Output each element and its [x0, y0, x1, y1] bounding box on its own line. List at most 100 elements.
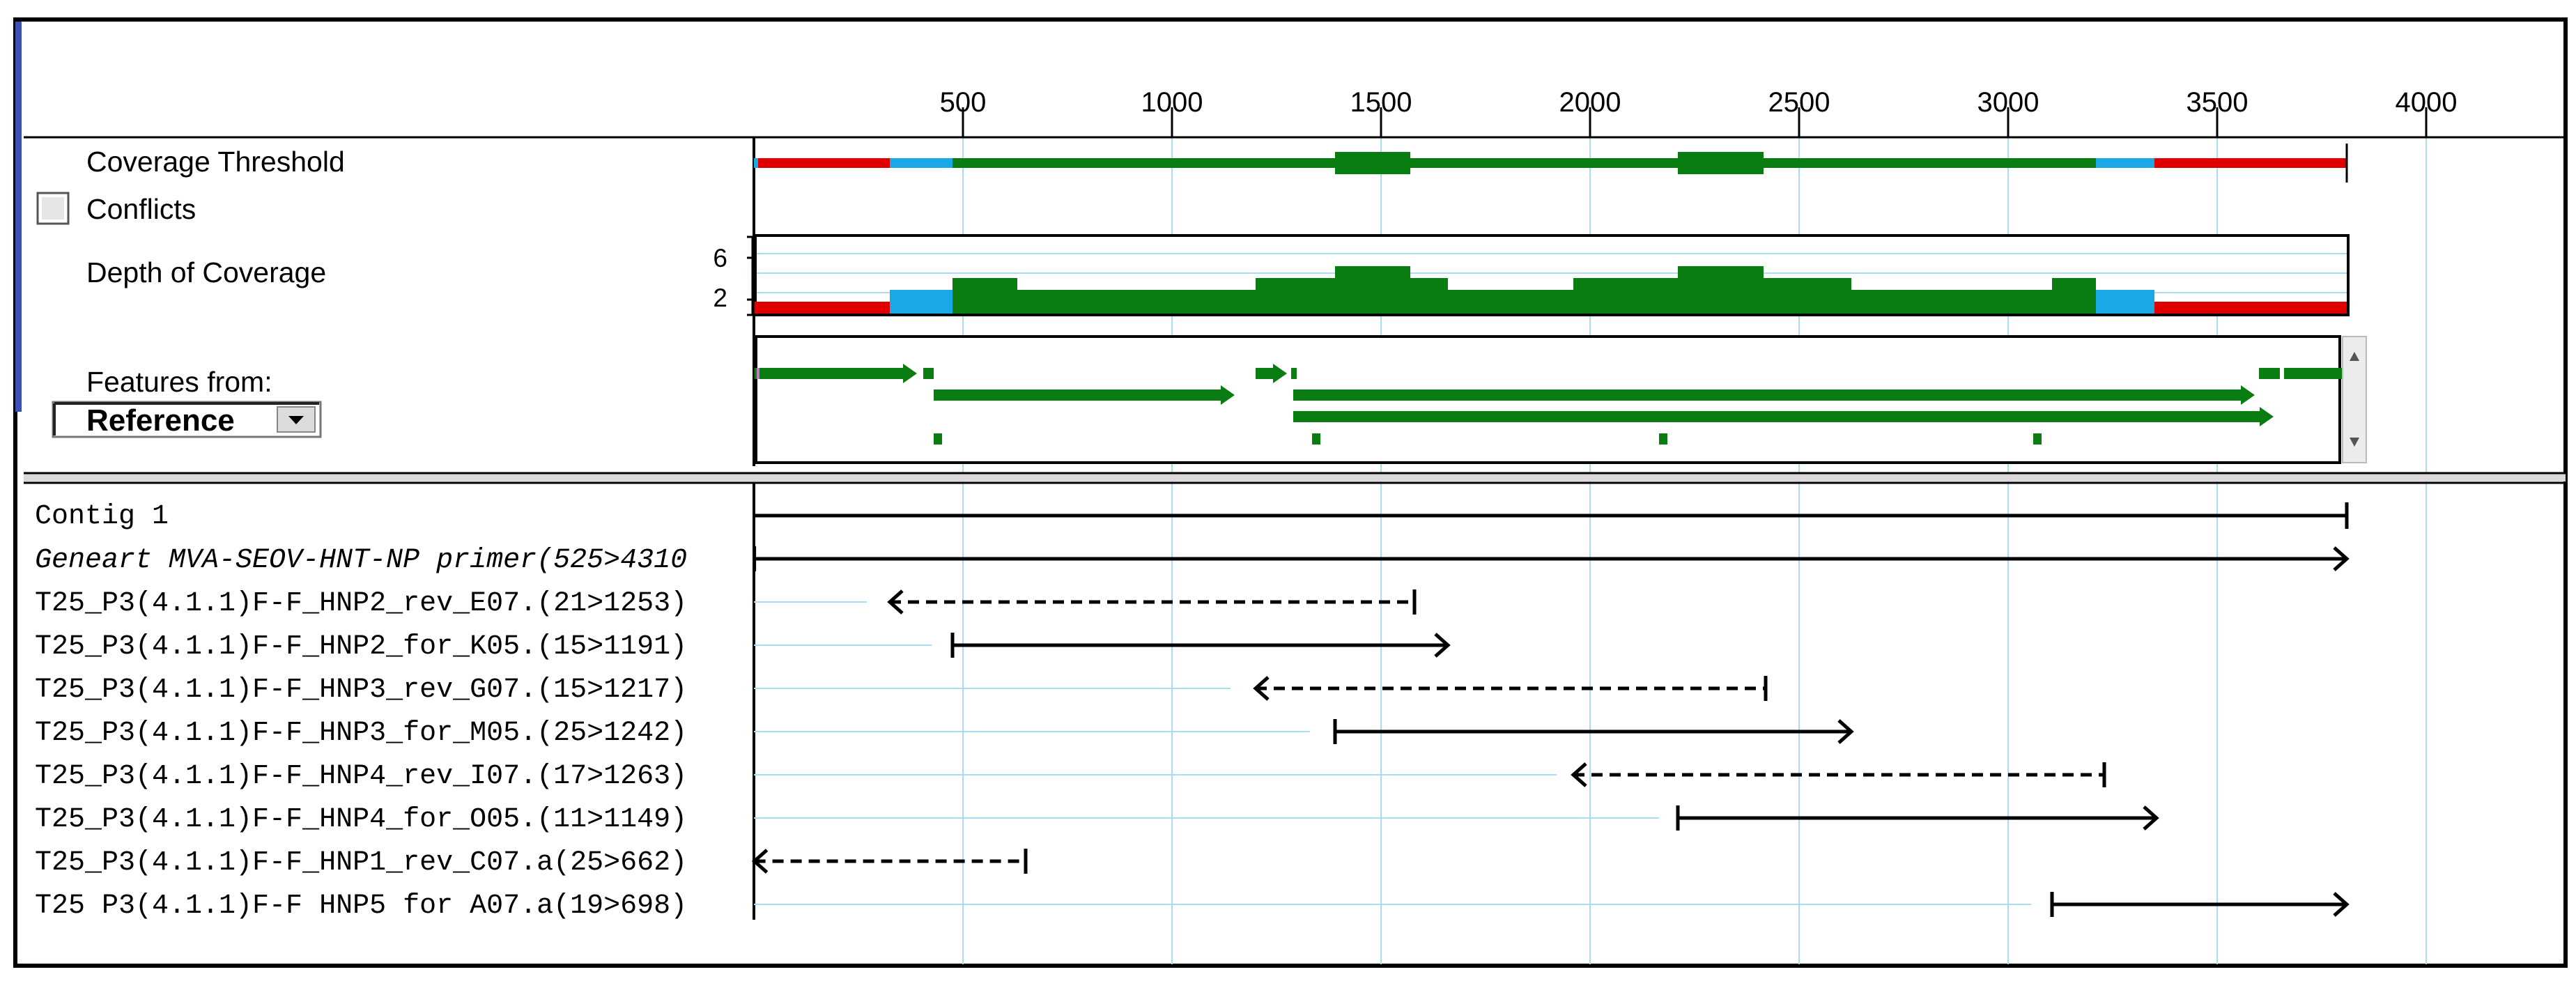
depth-of-coverage-label: Depth of Coverage [86, 256, 326, 288]
depth-tick-2: 2 [713, 284, 727, 312]
depth-bar [1410, 278, 1448, 314]
ruler-tick-label: 2000 [1559, 87, 1621, 118]
feature-arrowhead [1221, 385, 1235, 405]
ruler-tick-labels: 500 1000 1500 2000 2500 3000 3500 4000 [940, 87, 2458, 118]
contig-label: Contig 1 [35, 501, 169, 532]
ruler-tick-label: 500 [940, 87, 987, 118]
depth-bar [2154, 302, 2347, 314]
window-left-accent [15, 22, 22, 412]
depth-bar [952, 278, 1017, 314]
scroll-up-icon[interactable] [2350, 352, 2359, 361]
read-name: T25 P3(4.1.1)F-F HNP5 for A07.a(19>698) [35, 890, 687, 922]
depth-bar [1017, 290, 1256, 314]
threshold-segment [754, 158, 890, 168]
coverage-threshold-label: Coverage Threshold [86, 146, 345, 178]
ruler-tick-label: 1000 [1141, 87, 1203, 118]
chevron-down-icon [288, 416, 304, 424]
read-alignments [751, 546, 2350, 917]
read-name-list: Geneart MVA-SEOV-HNT-NP primer(525>4310 T… [35, 545, 687, 922]
threshold-segment [1410, 158, 1678, 168]
ruler-tick-label: 3000 [1977, 87, 2039, 118]
depth-bar [890, 290, 952, 314]
feature-arrowhead [2241, 385, 2255, 405]
depth-tick-6: 6 [713, 244, 727, 272]
read-arrowhead [1837, 719, 1854, 744]
threshold-segment [1335, 152, 1410, 174]
features-source-value: Reference [86, 403, 235, 438]
read-alignment[interactable] [887, 589, 1417, 615]
read-alignment[interactable] [751, 849, 1028, 874]
coverage-threshold-track [754, 144, 2348, 183]
read-name: T25_P3(4.1.1)F-F_HNP4_rev_I07.(17>1263) [35, 761, 687, 792]
threshold-start-marker [754, 158, 758, 168]
depth-bar [1448, 290, 1573, 314]
scroll-down-icon[interactable] [2350, 438, 2359, 447]
feature-bar [1293, 389, 2242, 401]
pane-splitter[interactable] [24, 473, 2566, 481]
read-name: T25_P3(4.1.1)F-F_HNP2_for_K05.(15>1191) [35, 631, 687, 663]
dropdown-arrow-button[interactable] [277, 406, 316, 433]
threshold-segment [1678, 152, 1764, 174]
features-from-label: Features from: [86, 366, 272, 398]
read-arrowhead [887, 589, 904, 615]
depth-bar [1256, 278, 1335, 314]
feature-bar [934, 389, 1222, 401]
read-alignment[interactable] [950, 633, 1451, 658]
feature-block [934, 433, 942, 445]
read-name: T25_P3(4.1.1)F-F_HNP4_for_O05.(11>1149) [35, 804, 687, 835]
read-name: Geneart MVA-SEOV-HNT-NP primer(525>4310 [35, 545, 687, 576]
read-alignment[interactable] [1333, 719, 1854, 744]
feature-bar [754, 368, 904, 379]
features-scrollbar[interactable] [2342, 336, 2367, 463]
feature-block [923, 368, 934, 379]
threshold-segment [1764, 158, 2096, 168]
read-name: T25_P3(4.1.1)F-F_HNP3_for_M05.(25>1242) [35, 718, 687, 749]
ruler-tick-label: 1500 [1350, 87, 1412, 118]
depth-bar [1573, 278, 1678, 314]
threshold-segment [890, 158, 952, 168]
feature-bar [1256, 368, 1274, 379]
feature-arrowhead [1273, 364, 1287, 383]
read-arrowhead [2143, 805, 2159, 831]
depth-bar [1851, 290, 2052, 314]
ruler-tick-label: 3500 [2186, 87, 2249, 118]
read-alignment[interactable] [753, 546, 2350, 571]
read-arrowhead [1253, 676, 1270, 701]
reference-features-track [754, 364, 2347, 445]
feature-block [1312, 433, 1320, 445]
read-arrowhead [1571, 762, 1587, 787]
ruler-tick-label: 4000 [2396, 87, 2458, 118]
contig-bar[interactable] [754, 502, 2349, 529]
feature-block [1659, 433, 1667, 445]
depth-bar [1678, 266, 1764, 314]
read-arrowhead [1434, 633, 1451, 658]
features-source-dropdown[interactable]: Reference [52, 401, 322, 438]
read-name: T25_P3(4.1.1)F-F_HNP2_rev_E07.(21>1253) [35, 588, 687, 619]
read-name: T25_P3(4.1.1)F-F_HNP1_rev_C07.a(25>662) [35, 847, 687, 879]
depth-bar [1764, 278, 1851, 314]
feature-block [2284, 368, 2347, 379]
read-arrowhead [2333, 546, 2350, 571]
feature-block [2033, 433, 2042, 445]
threshold-segment [2096, 158, 2154, 168]
feature-start-marker [757, 368, 759, 379]
read-name: T25_P3(4.1.1)F-F_HNP3_rev_G07.(15>1217) [35, 674, 687, 706]
depth-bar [2096, 290, 2154, 314]
feature-block [2259, 368, 2280, 379]
depth-of-coverage-track [754, 234, 2350, 316]
read-arrowhead [2333, 892, 2350, 917]
conflicts-checkbox[interactable] [36, 192, 70, 225]
feature-arrowhead [2260, 407, 2274, 426]
window-border [13, 17, 2568, 968]
threshold-segment [952, 158, 1335, 168]
read-alignment[interactable] [2050, 892, 2350, 917]
read-alignment[interactable] [1676, 805, 2159, 831]
ruler-tick-label: 2500 [1768, 87, 1830, 118]
conflicts-label: Conflicts [86, 193, 196, 225]
depth-scale-bracket [747, 236, 754, 316]
feature-block [1291, 368, 1297, 379]
read-alignment[interactable] [1253, 676, 1768, 701]
read-alignment[interactable] [1571, 762, 2106, 787]
